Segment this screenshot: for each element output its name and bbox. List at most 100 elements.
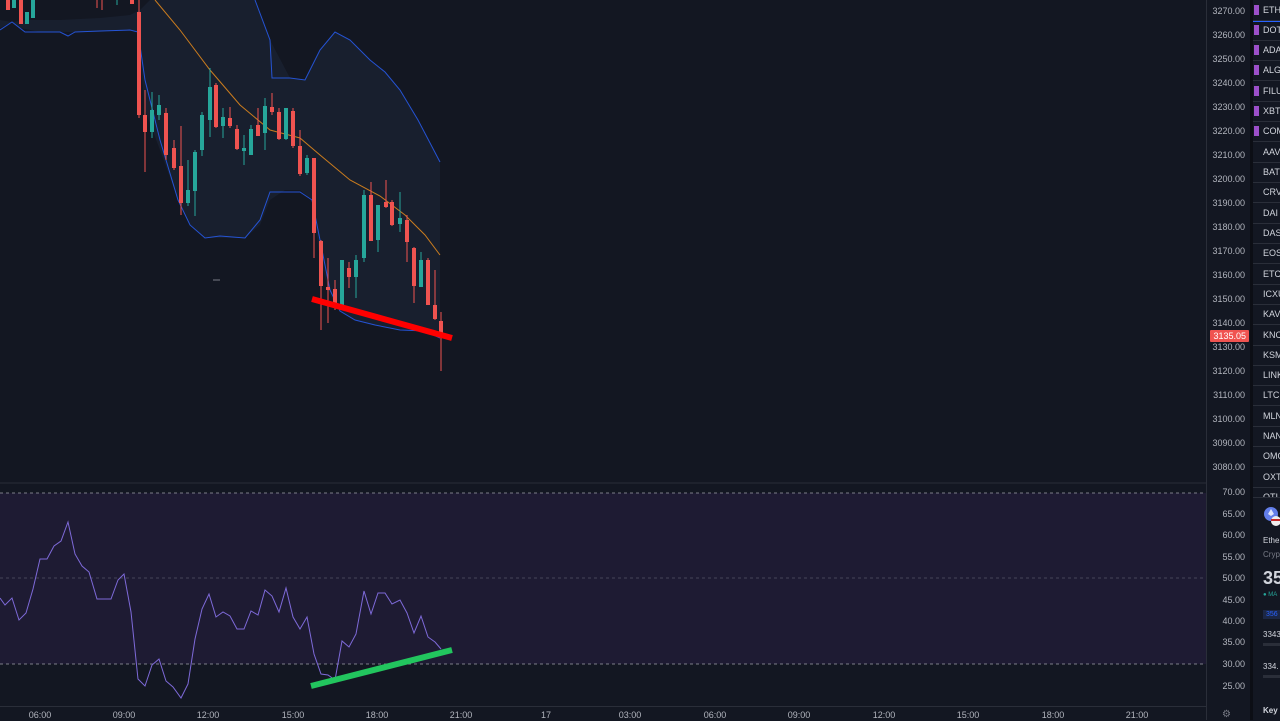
- price-axis-label: 3220.00: [1212, 126, 1245, 136]
- watchlist-item[interactable]: ETH: [1253, 0, 1280, 22]
- price-axis-label: 3210.00: [1212, 150, 1245, 160]
- price-axis-label: 3230.00: [1212, 102, 1245, 112]
- flag-icon: [1254, 106, 1259, 116]
- watchlist-item[interactable]: OXT: [1253, 467, 1280, 488]
- time-label: 06:00: [28, 710, 52, 720]
- time-label: 18:00: [1041, 710, 1065, 720]
- watchlist-item[interactable]: OMG: [1253, 446, 1280, 467]
- watchlist-item[interactable]: KNC: [1253, 325, 1280, 346]
- symbol: NAN: [1263, 431, 1280, 441]
- symbol: CRV: [1263, 187, 1280, 197]
- candles: [6, 0, 443, 371]
- time-label: 06:00: [703, 710, 727, 720]
- price-axis-label: 3110.00: [1213, 390, 1245, 400]
- watchlist-item[interactable]: ALG: [1253, 60, 1280, 81]
- rsi-axis-label: 60.00: [1222, 530, 1245, 540]
- time-label: 18:00: [365, 710, 389, 720]
- flag-icon: [1254, 45, 1259, 55]
- symbol: ETH: [1263, 5, 1280, 15]
- price-axis-label: 3100.00: [1212, 414, 1245, 424]
- moving-average-line: [154, 0, 441, 256]
- flag-icon: [1254, 5, 1259, 15]
- time-label: 21:00: [1125, 710, 1149, 720]
- symbol: AAV: [1263, 147, 1280, 157]
- rsi-axis-label: 40.00: [1222, 616, 1245, 626]
- symbol: OMG: [1263, 451, 1280, 461]
- symbol: OXT: [1263, 472, 1280, 482]
- price-axis-label: 3150.00: [1212, 294, 1245, 304]
- watchlist-item[interactable]: KAV: [1253, 304, 1280, 325]
- symbol: ICXU: [1263, 289, 1280, 299]
- flag-icon: [1254, 86, 1259, 96]
- bollinger-lower: [0, 21, 441, 339]
- watchlist-item[interactable]: KSM: [1253, 345, 1280, 366]
- key-stats-label: Key: [1263, 706, 1278, 715]
- watchlist-item[interactable]: NAN: [1253, 426, 1280, 447]
- watchlist-item[interactable]: BAT: [1253, 162, 1280, 183]
- symbol-details-panel: Ethe Cryp 35 ● MA 356 3343 334. Key: [1253, 497, 1280, 721]
- resistance-trendline-drawing[interactable]: [311, 296, 453, 341]
- watchlist-item[interactable]: EOS: [1253, 243, 1280, 264]
- symbol: LINK: [1263, 370, 1280, 380]
- watchlist-item[interactable]: LTC: [1253, 385, 1280, 406]
- watchlist-item[interactable]: DAI: [1253, 203, 1280, 224]
- price-axis-label: 3260.00: [1212, 30, 1245, 40]
- flag-icon: [1254, 126, 1259, 136]
- price-axis-label: 3190.00: [1212, 198, 1245, 208]
- watchlist-item[interactable]: AAV: [1253, 142, 1280, 163]
- price-axis[interactable]: 3270.00 3260.00 3250.00 3240.00 3230.00 …: [1206, 0, 1251, 720]
- price-axis-label: 3170.00: [1212, 246, 1245, 256]
- symbol: MLN: [1263, 411, 1280, 421]
- watchlist-item[interactable]: CRV: [1253, 182, 1280, 203]
- watchlist-item[interactable]: ICXU: [1253, 284, 1280, 305]
- watchlist-item[interactable]: COM: [1253, 121, 1280, 142]
- rsi-axis-label: 55.00: [1222, 552, 1245, 562]
- watchlist-item[interactable]: DOT: [1253, 20, 1280, 41]
- time-label: 12:00: [196, 710, 220, 720]
- symbol: ADA: [1263, 45, 1280, 55]
- watchlist-item[interactable]: ETC: [1253, 264, 1280, 285]
- chart-area[interactable]: 06:00 09:00 12:00 15:00 18:00 21:00 17 0…: [0, 0, 1250, 721]
- watchlist-item[interactable]: XBT: [1253, 101, 1280, 122]
- symbol-name: Ethe: [1263, 536, 1280, 545]
- symbol: KAV: [1263, 309, 1280, 319]
- symbol: LTC: [1263, 390, 1280, 400]
- candlestick-chart[interactable]: [0, 0, 1206, 482]
- rsi-axis-label: 35.00: [1222, 637, 1245, 647]
- rsi-line: [0, 520, 442, 699]
- price-pane[interactable]: [0, 0, 1206, 482]
- time-label: 03:00: [618, 710, 642, 720]
- price-axis-label: 3120.00: [1212, 366, 1245, 376]
- day-range-high: 334.: [1263, 662, 1279, 671]
- ethereum-logo-icon: [1264, 507, 1280, 526]
- rsi-axis-label: 65.00: [1222, 509, 1245, 519]
- rsi-axis-label: 70.00: [1222, 487, 1245, 497]
- watchlist-item[interactable]: MLN: [1253, 406, 1280, 427]
- day-range-low: 3343: [1263, 630, 1280, 639]
- pane-separator[interactable]: [0, 482, 1250, 484]
- symbol: DAS: [1263, 228, 1280, 238]
- symbol: XBT: [1263, 106, 1280, 116]
- support-trendline-drawing[interactable]: [310, 647, 453, 689]
- rsi-axis-label: 30.00: [1222, 659, 1245, 669]
- time-label: 21:00: [449, 710, 473, 720]
- panel-divider[interactable]: [1250, 0, 1253, 720]
- watchlist-item[interactable]: ADA: [1253, 40, 1280, 61]
- watchlist-item[interactable]: FILU: [1253, 81, 1280, 102]
- market-status: ● MA: [1263, 592, 1278, 598]
- settings-gear-icon[interactable]: ⚙: [1222, 709, 1231, 720]
- time-axis[interactable]: 06:00 09:00 12:00 15:00 18:00 21:00 17 0…: [0, 706, 1206, 721]
- symbol: COM: [1263, 126, 1280, 136]
- bollinger-band-fill: [0, 0, 440, 331]
- rsi-pane[interactable]: [0, 484, 1206, 706]
- rsi-axis-label: 45.00: [1222, 595, 1245, 605]
- watchlist-item[interactable]: DAS: [1253, 223, 1280, 244]
- time-label: 09:00: [787, 710, 811, 720]
- rsi-indicator[interactable]: [0, 484, 1206, 706]
- price-badge: 356: [1263, 610, 1280, 619]
- flag-icon: [1254, 25, 1259, 35]
- watchlist-item[interactable]: LINK: [1253, 365, 1280, 386]
- time-label: 09:00: [112, 710, 136, 720]
- time-label: 17: [540, 710, 552, 720]
- price-axis-label: 3080.00: [1212, 462, 1245, 472]
